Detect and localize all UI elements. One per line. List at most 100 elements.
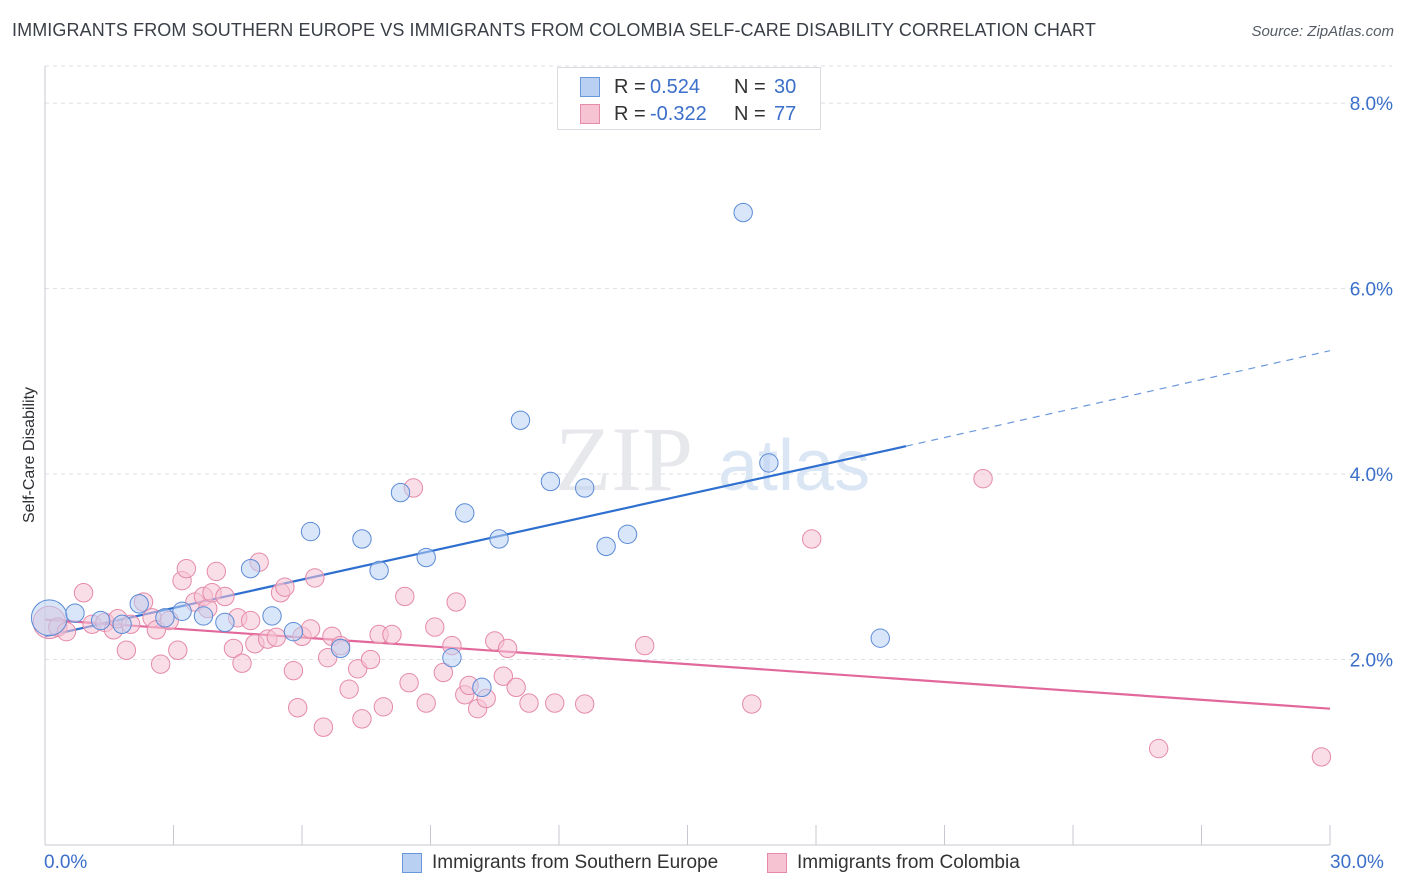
point-southern-europe xyxy=(455,503,475,523)
y-tick-label: 8.0% xyxy=(1350,94,1393,115)
legend-item-colombia[interactable]: Immigrants from Colombia xyxy=(767,852,1020,874)
point-colombia xyxy=(150,654,171,674)
point-colombia xyxy=(73,583,94,603)
axes xyxy=(44,66,1331,846)
point-colombia xyxy=(545,693,565,713)
r-value: 0.524 xyxy=(650,75,701,98)
point-southern-europe xyxy=(300,521,321,542)
point-colombia xyxy=(266,627,286,647)
series-legend: Immigrants from Southern Europe Immigran… xyxy=(0,852,1406,878)
point-southern-europe xyxy=(155,608,175,628)
point-southern-europe xyxy=(193,606,214,626)
point-southern-europe xyxy=(283,622,304,642)
point-southern-europe xyxy=(596,536,616,557)
source-label: Source: ZipAtlas.com xyxy=(1251,23,1394,40)
legend-swatch-blue xyxy=(580,77,600,97)
point-colombia xyxy=(634,635,655,656)
legend-swatch-pink xyxy=(580,104,600,124)
r-label: R = xyxy=(614,102,646,125)
point-colombia xyxy=(575,694,595,714)
point-southern-europe xyxy=(759,453,779,473)
point-southern-europe xyxy=(90,610,111,631)
point-southern-europe xyxy=(352,529,372,549)
n-value: 77 xyxy=(774,102,797,125)
point-southern-europe xyxy=(510,410,531,430)
point-colombia xyxy=(300,619,321,639)
y-tick-label: 6.0% xyxy=(1350,280,1393,301)
x-tick-label-min: 0.0% xyxy=(44,852,88,873)
point-colombia xyxy=(395,586,415,607)
watermark: ZIP atlas xyxy=(555,408,870,510)
point-colombia xyxy=(352,709,372,729)
point-colombia xyxy=(1148,738,1169,759)
watermark-atlas: atlas xyxy=(718,426,870,506)
legend-label: Immigrants from Southern Europe xyxy=(432,852,719,873)
trend-line-colombia xyxy=(44,618,1331,710)
point-southern-europe xyxy=(540,471,561,492)
point-southern-europe xyxy=(65,603,85,623)
point-colombia xyxy=(275,577,295,597)
y-tick-label: 4.0% xyxy=(1350,465,1393,486)
point-colombia xyxy=(425,617,445,637)
point-colombia xyxy=(446,592,466,612)
point-colombia xyxy=(305,568,325,588)
point-colombia xyxy=(116,640,137,660)
chart-title: IMMIGRANTS FROM SOUTHERN EUROPE VS IMMIG… xyxy=(12,20,1096,40)
point-colombia xyxy=(416,693,436,713)
point-colombia xyxy=(497,638,518,659)
point-southern-europe xyxy=(240,558,261,579)
n-value: 30 xyxy=(774,75,797,98)
point-colombia xyxy=(283,660,304,681)
point-southern-europe xyxy=(472,677,492,698)
point-southern-europe xyxy=(112,614,132,634)
point-colombia xyxy=(288,698,308,718)
point-colombia xyxy=(519,693,539,713)
point-southern-europe xyxy=(733,202,753,223)
point-southern-europe xyxy=(617,524,638,545)
point-southern-europe xyxy=(172,601,192,621)
point-southern-europe xyxy=(129,594,149,614)
point-southern-europe xyxy=(390,482,411,503)
r-value: -0.322 xyxy=(650,102,707,125)
point-colombia xyxy=(206,561,227,582)
legend-swatch-pink xyxy=(767,853,787,873)
point-southern-europe xyxy=(575,478,595,498)
y-tick-labels: 2.0% 4.0% 6.0% 8.0% xyxy=(1350,94,1393,671)
legend-row-colombia: R = -0.322 N = 77 xyxy=(580,101,796,127)
legend-swatch-blue xyxy=(402,853,422,873)
point-colombia xyxy=(373,697,394,717)
x-tick-label-max: 30.0% xyxy=(1330,852,1384,873)
watermark-zip: ZIP xyxy=(555,408,693,510)
point-southern-europe xyxy=(262,606,282,626)
point-colombia xyxy=(973,468,993,489)
point-southern-europe xyxy=(489,529,509,549)
point-colombia xyxy=(506,677,526,698)
point-colombia xyxy=(168,640,188,660)
point-colombia xyxy=(313,717,334,737)
r-label: R = xyxy=(614,75,646,98)
point-colombia xyxy=(232,653,252,673)
point-colombia xyxy=(176,558,197,579)
data-points xyxy=(30,202,1332,767)
point-southern-europe xyxy=(215,612,235,633)
point-colombia xyxy=(399,673,419,693)
point-southern-europe xyxy=(30,599,68,637)
point-colombia xyxy=(493,666,514,686)
point-colombia xyxy=(240,610,261,631)
point-colombia xyxy=(360,649,381,670)
point-colombia xyxy=(215,586,235,607)
legend-label: Immigrants from Colombia xyxy=(797,852,1020,873)
point-colombia xyxy=(223,638,244,659)
y-tick-label: 2.0% xyxy=(1350,651,1393,672)
point-southern-europe xyxy=(442,647,462,668)
point-colombia xyxy=(802,529,822,549)
correlation-legend: R = 0.524 N = 30 R = -0.322 N = 77 xyxy=(557,67,821,130)
point-colombia xyxy=(382,624,402,645)
legend-row-southern-europe: R = 0.524 N = 30 xyxy=(580,74,796,100)
n-label: N = xyxy=(734,75,766,98)
point-colombia xyxy=(433,662,454,683)
trend-line-southern-europe-extension xyxy=(905,350,1331,447)
point-colombia xyxy=(1311,747,1332,767)
legend-item-southern-europe[interactable]: Immigrants from Southern Europe xyxy=(402,852,718,874)
